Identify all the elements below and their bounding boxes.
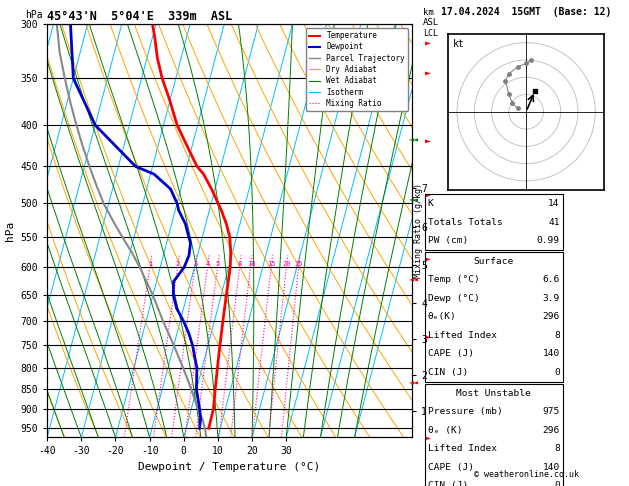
Text: θₑ (K): θₑ (K) [428, 426, 462, 434]
Text: LCL: LCL [423, 29, 438, 38]
Legend: Temperature, Dewpoint, Parcel Trajectory, Dry Adiabat, Wet Adiabat, Isotherm, Mi: Temperature, Dewpoint, Parcel Trajectory… [306, 28, 408, 111]
Text: 45°43'N  5°04'E  339m  ASL: 45°43'N 5°04'E 339m ASL [47, 10, 233, 23]
Text: K: K [428, 199, 433, 208]
Text: ►: ► [425, 38, 430, 48]
Text: ◄◄: ◄◄ [409, 276, 419, 284]
Text: 4: 4 [206, 261, 210, 267]
Text: © weatheronline.co.uk: © weatheronline.co.uk [474, 469, 579, 479]
Text: Temp (°C): Temp (°C) [428, 276, 479, 284]
Text: 8: 8 [554, 444, 560, 453]
Text: 140: 140 [543, 349, 560, 358]
Text: CIN (J): CIN (J) [428, 368, 468, 377]
Text: 10: 10 [247, 261, 255, 267]
Text: ►: ► [425, 331, 430, 342]
Text: Lifted Index: Lifted Index [428, 444, 497, 453]
Text: 3.9: 3.9 [543, 294, 560, 303]
Text: ◄◄: ◄◄ [409, 196, 419, 205]
Text: ◄◄: ◄◄ [409, 136, 419, 145]
Text: CAPE (J): CAPE (J) [428, 349, 474, 358]
Text: 14: 14 [548, 199, 560, 208]
Text: CIN (J): CIN (J) [428, 481, 468, 486]
Text: 0: 0 [554, 368, 560, 377]
Text: 41: 41 [548, 218, 560, 226]
Text: 25: 25 [294, 261, 303, 267]
Text: ►: ► [425, 190, 430, 199]
Text: kt: kt [453, 39, 465, 49]
Text: 140: 140 [543, 463, 560, 471]
Text: PW (cm): PW (cm) [428, 236, 468, 245]
Text: 2: 2 [176, 261, 180, 267]
Text: 5: 5 [216, 261, 220, 267]
Text: ►: ► [425, 68, 430, 77]
X-axis label: Dewpoint / Temperature (°C): Dewpoint / Temperature (°C) [138, 462, 321, 472]
Text: ►: ► [425, 433, 430, 442]
Text: 3: 3 [193, 261, 198, 267]
Text: 17.04.2024  15GMT  (Base: 12): 17.04.2024 15GMT (Base: 12) [441, 7, 611, 17]
Text: 8: 8 [554, 331, 560, 340]
Text: 1: 1 [148, 261, 152, 267]
Y-axis label: hPa: hPa [5, 221, 15, 241]
Text: 296: 296 [543, 312, 560, 321]
Text: 0.99: 0.99 [537, 236, 560, 245]
Text: ►: ► [425, 253, 430, 263]
Text: hPa: hPa [25, 10, 43, 20]
Text: km
ASL: km ASL [423, 8, 439, 27]
Text: 0: 0 [554, 481, 560, 486]
Text: 15: 15 [267, 261, 276, 267]
Text: 20: 20 [282, 261, 291, 267]
Text: 8: 8 [238, 261, 242, 267]
Text: ◄◄: ◄◄ [409, 379, 419, 388]
Text: Surface: Surface [474, 257, 514, 266]
Text: Pressure (mb): Pressure (mb) [428, 407, 503, 416]
Text: 296: 296 [543, 426, 560, 434]
Text: ►: ► [425, 136, 430, 145]
Text: Totals Totals: Totals Totals [428, 218, 503, 226]
Text: CAPE (J): CAPE (J) [428, 463, 474, 471]
Text: 975: 975 [543, 407, 560, 416]
Text: Mixing Ratio (g/kg): Mixing Ratio (g/kg) [414, 183, 423, 278]
Text: Lifted Index: Lifted Index [428, 331, 497, 340]
Text: Most Unstable: Most Unstable [457, 389, 531, 398]
Text: Dewp (°C): Dewp (°C) [428, 294, 479, 303]
Text: θₑ(K): θₑ(K) [428, 312, 457, 321]
Text: 6.6: 6.6 [543, 276, 560, 284]
